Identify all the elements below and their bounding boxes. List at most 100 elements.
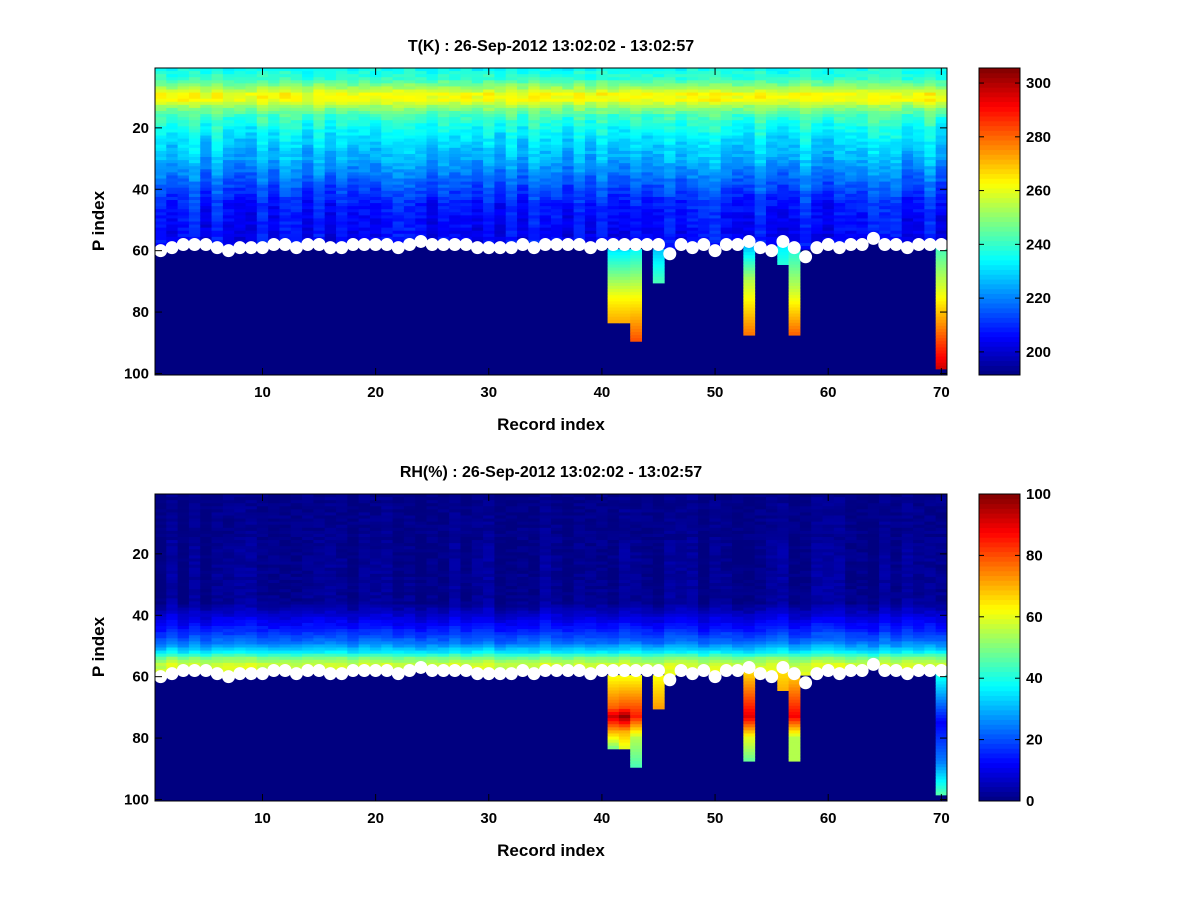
- heatmap-cell: [200, 558, 213, 563]
- heatmap-cell: [664, 230, 676, 235]
- heatmap-cell: [166, 200, 179, 204]
- heatmap-cell: [279, 181, 292, 186]
- heatmap-cell: [290, 193, 303, 198]
- heatmap-cell: [234, 215, 247, 219]
- heatmap-cell: [641, 138, 654, 143]
- heatmap-cell: [890, 132, 903, 137]
- heatmap-cell: [336, 135, 348, 140]
- heatmap-cell: [392, 236, 405, 241]
- heatmap-cell: [517, 74, 529, 78]
- heatmap-cell: [415, 178, 428, 183]
- heatmap-cell: [426, 77, 439, 81]
- heatmap-cell: [313, 224, 326, 229]
- heatmap-cell: [777, 212, 790, 216]
- heatmap-cell: [539, 77, 552, 81]
- heatmap-cell: [867, 178, 880, 183]
- heatmap-cell: [539, 68, 552, 72]
- heatmap-cell: [381, 215, 394, 219]
- heatmap-cell: [302, 83, 314, 87]
- colorbar-swatch: [979, 303, 1020, 309]
- heatmap-cell: [799, 83, 812, 87]
- heatmap-cell: [188, 506, 201, 510]
- heatmap-cell: [765, 77, 778, 81]
- anomaly-cell: [935, 362, 948, 367]
- heatmap-cell: [222, 190, 235, 195]
- heatmap-cell: [664, 86, 676, 90]
- heatmap-cell: [177, 89, 190, 94]
- heatmap-cell: [471, 187, 484, 192]
- colorbar-swatch: [979, 255, 1020, 261]
- heatmap-cell: [630, 129, 643, 133]
- heatmap-cell: [833, 181, 846, 186]
- heatmap-cell: [652, 98, 665, 103]
- heatmap-cell: [166, 629, 179, 633]
- heatmap-cell: [867, 175, 880, 180]
- heatmap-cell: [732, 209, 744, 213]
- heatmap-cell: [166, 236, 179, 241]
- heatmap-cell: [494, 95, 507, 100]
- heatmap-cell: [200, 595, 213, 599]
- heatmap-cell: [867, 92, 880, 97]
- heatmap-cell: [856, 68, 869, 72]
- heatmap-cell: [811, 74, 824, 78]
- heatmap-cell: [234, 172, 247, 176]
- heatmap-cell: [222, 635, 235, 639]
- heatmap-cell: [279, 206, 292, 210]
- y-tick-label: 20: [132, 120, 149, 137]
- heatmap-cell: [765, 147, 778, 152]
- heatmap-cell: [788, 77, 801, 81]
- heatmap-cell: [483, 163, 495, 167]
- heatmap-cell: [222, 665, 235, 670]
- heatmap-cell: [426, 169, 439, 173]
- heatmap-cell: [279, 92, 292, 97]
- heatmap-cell: [913, 86, 925, 90]
- heatmap-cell: [426, 89, 439, 94]
- heatmap-cell: [788, 157, 801, 161]
- heatmap-cell: [732, 227, 744, 232]
- heatmap-cell: [245, 175, 258, 180]
- heatmap-cell: [460, 178, 473, 183]
- heatmap-cell: [788, 95, 801, 100]
- anomaly-cell: [935, 258, 948, 262]
- heatmap-cell: [494, 74, 507, 78]
- heatmap-cell: [913, 206, 925, 210]
- heatmap-cell: [358, 181, 371, 186]
- heatmap-cell: [290, 187, 303, 192]
- heatmap-cell: [698, 230, 710, 235]
- heatmap-cell: [641, 86, 654, 90]
- heatmap-cell: [155, 107, 167, 112]
- heatmap-cell: [381, 218, 394, 222]
- heatmap-cell: [449, 71, 461, 75]
- heatmap-cell: [155, 153, 167, 158]
- colorbar-swatch: [979, 221, 1020, 227]
- heatmap-cell: [630, 209, 643, 213]
- heatmap-cell: [381, 200, 394, 204]
- heatmap-cell: [935, 110, 948, 115]
- heatmap-cell: [200, 141, 213, 146]
- heatmap-cell: [369, 153, 382, 158]
- heatmap-cell: [539, 80, 552, 84]
- heatmap-cell: [698, 144, 710, 149]
- heatmap-cell: [426, 215, 439, 219]
- heatmap-cell: [754, 200, 767, 204]
- heatmap-cell: [551, 184, 563, 189]
- heatmap-cell: [822, 74, 835, 78]
- heatmap-cell: [754, 187, 767, 192]
- heatmap-cell: [822, 157, 835, 161]
- heatmap-cell: [607, 147, 620, 152]
- heatmap-cell: [799, 224, 812, 229]
- heatmap-cell: [777, 129, 790, 133]
- heatmap-cell: [177, 68, 190, 72]
- heatmap-cell: [222, 187, 235, 192]
- heatmap-cell: [584, 126, 597, 130]
- heatmap-cell: [811, 203, 824, 207]
- heatmap-cell: [630, 178, 643, 183]
- heatmap-cell: [358, 206, 371, 210]
- heatmap-cell: [302, 141, 314, 146]
- heatmap-cell: [551, 163, 563, 167]
- heatmap-cell: [777, 114, 790, 118]
- heatmap-cell: [347, 187, 360, 192]
- heatmap-cell: [867, 110, 880, 115]
- heatmap-cell: [664, 193, 676, 198]
- heatmap-cell: [901, 193, 914, 198]
